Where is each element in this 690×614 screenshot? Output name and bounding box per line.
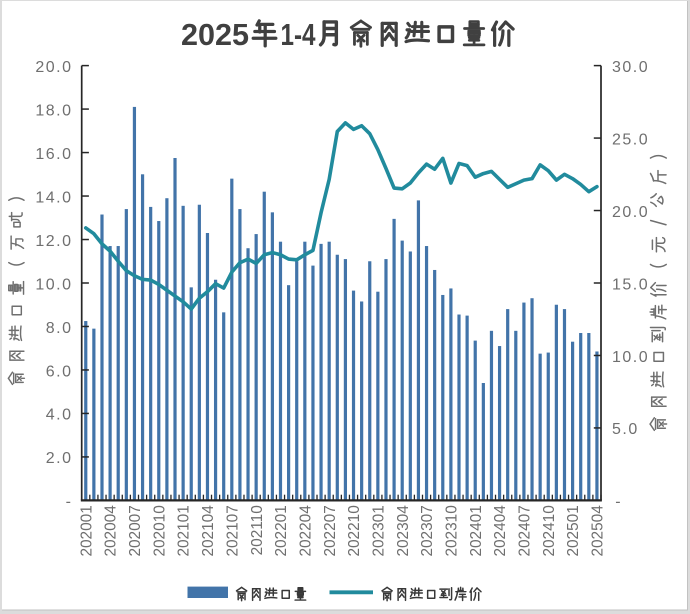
svg-text:202410: 202410 xyxy=(541,505,558,556)
svg-text:202001: 202001 xyxy=(78,505,95,556)
svg-text:18.0: 18.0 xyxy=(35,102,72,119)
svg-text:202004: 202004 xyxy=(103,505,120,557)
svg-text:202504: 202504 xyxy=(590,505,607,557)
svg-text:16.0: 16.0 xyxy=(35,146,72,163)
svg-text:10.0: 10.0 xyxy=(35,276,72,293)
svg-text:2025: 2025 xyxy=(181,18,249,52)
svg-text:202401: 202401 xyxy=(468,505,485,556)
svg-text:202204: 202204 xyxy=(297,505,314,557)
svg-text:202010: 202010 xyxy=(151,505,168,556)
svg-text:5.0: 5.0 xyxy=(612,421,639,438)
svg-text:202210: 202210 xyxy=(346,505,363,556)
svg-text:14.0: 14.0 xyxy=(35,189,72,206)
svg-text:202107: 202107 xyxy=(224,505,241,556)
svg-text:202501: 202501 xyxy=(565,505,582,556)
svg-text:202101: 202101 xyxy=(176,505,193,556)
svg-text:202310: 202310 xyxy=(443,505,460,556)
svg-text:-: - xyxy=(615,494,622,511)
svg-text:20.0: 20.0 xyxy=(612,204,649,221)
svg-text:20.0: 20.0 xyxy=(35,59,72,76)
svg-text:202301: 202301 xyxy=(370,505,387,556)
svg-text:202404: 202404 xyxy=(492,505,509,557)
svg-text:25.0: 25.0 xyxy=(612,131,649,148)
svg-text:-: - xyxy=(66,494,73,511)
svg-text:1-4: 1-4 xyxy=(281,18,316,52)
svg-text:30.0: 30.0 xyxy=(612,59,649,76)
svg-text:2.0: 2.0 xyxy=(46,450,73,467)
svg-text:202207: 202207 xyxy=(322,505,339,556)
svg-text:6.0: 6.0 xyxy=(46,363,73,380)
svg-text:8.0: 8.0 xyxy=(46,320,73,337)
svg-text:202307: 202307 xyxy=(419,505,436,556)
svg-text:15.0: 15.0 xyxy=(612,276,649,293)
svg-text:202201: 202201 xyxy=(273,505,290,556)
svg-text:202110: 202110 xyxy=(249,505,266,555)
svg-text:12.0: 12.0 xyxy=(35,233,72,250)
svg-text:202007: 202007 xyxy=(127,505,144,556)
svg-text:10.0: 10.0 xyxy=(612,349,649,366)
svg-text:202104: 202104 xyxy=(200,505,217,557)
svg-text:202407: 202407 xyxy=(517,505,534,556)
svg-text:4.0: 4.0 xyxy=(46,407,73,424)
svg-text:202304: 202304 xyxy=(395,505,412,557)
